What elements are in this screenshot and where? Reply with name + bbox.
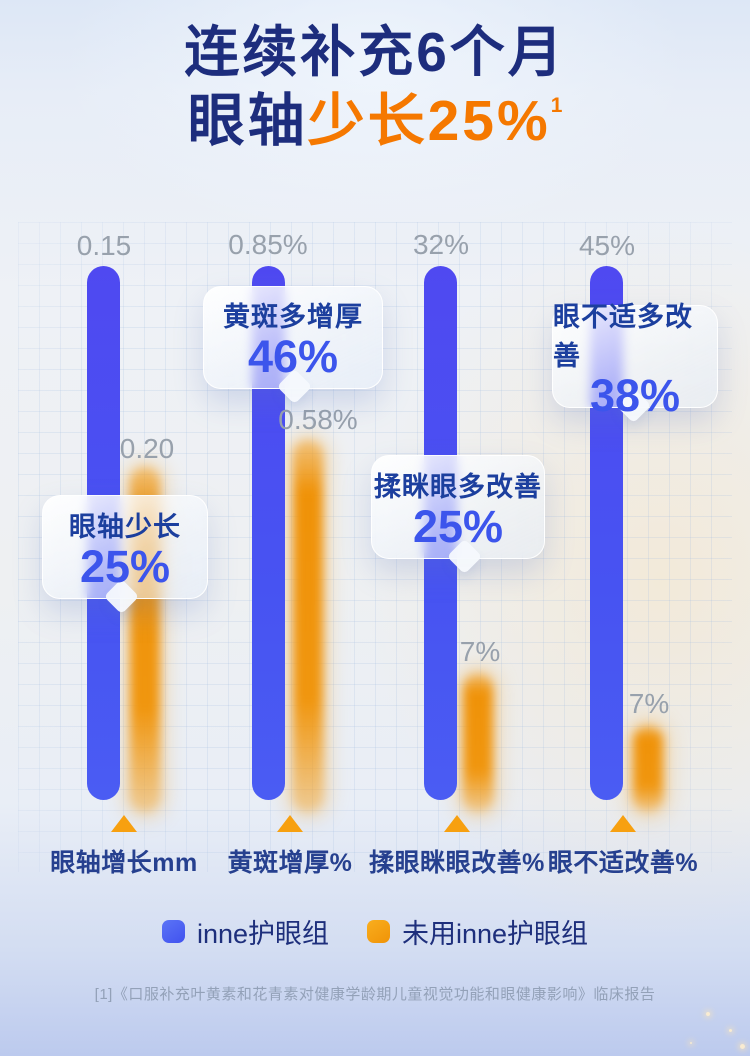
value-label-blue-1: 0.15 — [76, 230, 132, 261]
title-line2-highlight: 少长25% — [307, 88, 551, 153]
callout-eye-discomfort: 眼不适多改善 38% — [552, 302, 718, 424]
title-line2-prefix: 眼轴 — [187, 88, 308, 153]
legend-swatch-orange — [367, 920, 390, 943]
callout-eye-discomfort-value: 38% — [589, 369, 681, 421]
callout-eye-discomfort-label: 眼不适多改善 — [553, 301, 693, 371]
callout-axial-growth: 眼轴少长 25% — [42, 495, 208, 615]
bar-orange-macular-thickening — [293, 440, 323, 812]
category-label-eye-discomfort: 眼不适改善% — [547, 849, 699, 877]
legend-label-inne-group: inne护眼组 — [196, 919, 329, 949]
legend-item-control-group: 未用inne护眼组 — [367, 912, 588, 951]
legend-label-control-group: 未用inne护眼组 — [402, 919, 589, 949]
callout-eye-rubbing: 揉眯眼多改善 25% — [371, 455, 545, 575]
value-label-orange-1: 0.20 — [119, 433, 175, 464]
value-label-blue-4: 45% — [578, 230, 636, 261]
title-line1: 连续补充6个月 — [184, 21, 566, 83]
callout-axial-growth-label: 眼轴少长 — [69, 511, 181, 542]
bar-orange-eye-rubbing — [463, 673, 493, 812]
category-label-macular-thickening: 黄斑增厚% — [227, 849, 353, 877]
title-footnote-marker: 1 — [550, 93, 563, 117]
callout-macular-thickening-label: 黄斑多增厚 — [223, 302, 363, 333]
legend-item-inne-group: inne护眼组 — [161, 912, 329, 951]
value-label-blue-3: 32% — [412, 229, 470, 260]
title-block: 连续补充6个月 眼轴少长25%1 — [0, 21, 750, 154]
legend: inne护眼组 未用inne护眼组 — [0, 912, 750, 951]
sparkle-icon — [690, 1042, 692, 1044]
value-label-orange-2: 0.58% — [278, 404, 358, 435]
category-label-axial-growth: 眼轴增长mm — [50, 849, 198, 877]
callout-axial-growth-value: 25% — [79, 540, 171, 592]
value-label-blue-2: 0.85% — [228, 229, 308, 260]
sparkle-icon — [706, 1012, 710, 1016]
title-line2: 眼轴少长25%1 — [0, 88, 750, 154]
bar-orange-eye-discomfort — [633, 725, 663, 812]
value-label-orange-3: 7% — [459, 636, 501, 667]
callout-eye-rubbing-label: 揉眯眼多改善 — [374, 471, 542, 502]
sparkle-icon — [740, 1044, 745, 1049]
footnote-citation: [1]《口服补充叶黄素和花青素对健康学龄期儿童视觉功能和眼健康影响》临床报告 — [94, 986, 656, 1003]
value-label-orange-4: 7% — [628, 688, 670, 719]
category-label-eye-rubbing: 揉眼眯眼改善% — [369, 849, 545, 877]
callout-macular-thickening-value: 46% — [247, 331, 339, 383]
callout-eye-rubbing-value: 25% — [412, 500, 504, 552]
sparkle-icon — [729, 1029, 732, 1032]
legend-swatch-blue — [161, 920, 185, 943]
callout-macular-thickening: 黄斑多增厚 46% — [203, 286, 383, 405]
